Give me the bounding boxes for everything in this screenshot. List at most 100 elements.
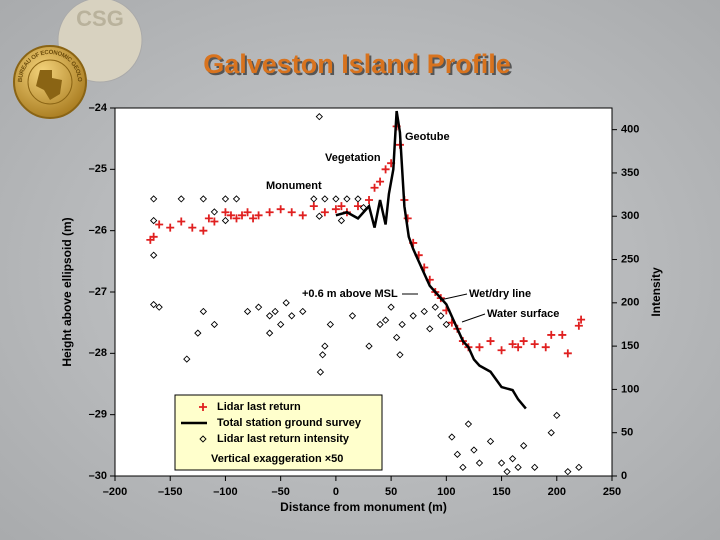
legend-label: Lidar last return intensity — [217, 433, 350, 445]
lidar-point — [199, 403, 207, 411]
x-tick-label: 200 — [548, 486, 566, 498]
lidar-point — [265, 208, 274, 217]
intensity-point — [243, 307, 252, 316]
intensity-point — [431, 303, 439, 311]
lidar-point — [309, 202, 318, 211]
annotation: Water surface — [487, 308, 559, 320]
intensity-point — [210, 320, 219, 329]
intensity-point — [332, 195, 340, 203]
survey-line — [335, 110, 527, 410]
intensity-point — [398, 320, 406, 329]
intensity-point — [310, 195, 318, 203]
lidar-point — [475, 343, 484, 352]
lidar-point — [238, 211, 247, 220]
intensity-point — [470, 446, 478, 454]
intensity-point — [315, 212, 323, 220]
y2-tick-label: 150 — [621, 340, 639, 352]
intensity-point — [321, 195, 329, 203]
lidar-point — [199, 226, 208, 235]
intensity-point — [321, 342, 329, 350]
intensity-point — [326, 320, 335, 329]
legend-label: Lidar last return — [217, 401, 301, 413]
leader-line — [461, 313, 486, 323]
intensity-point — [199, 195, 207, 203]
lidar-point — [370, 183, 379, 192]
intensity-point — [442, 320, 450, 329]
y-tick-label: –25 — [89, 163, 107, 175]
lidar-point — [298, 211, 307, 220]
lidar-point — [558, 330, 567, 339]
intensity-point — [299, 307, 307, 316]
intensity-point — [155, 303, 163, 311]
lidar-point — [287, 208, 296, 217]
lidar-point — [210, 217, 219, 226]
title-shadow: Galveston Island Profile — [205, 51, 513, 81]
intensity-point — [221, 216, 230, 225]
lidar-point — [519, 337, 528, 346]
intensity-point — [553, 411, 561, 420]
intensity-point — [282, 299, 290, 307]
logo: CSG BUREAU OF ECONOMIC GEOLOGY — [0, 0, 143, 119]
intensity-point — [150, 251, 158, 259]
legend-label: Total station ground survey — [217, 417, 362, 429]
intensity-point — [376, 320, 384, 329]
intensity-point — [420, 307, 428, 316]
intensity-point — [564, 468, 572, 476]
leader-line — [439, 293, 468, 301]
intensity-point — [316, 368, 325, 376]
intensity-point — [150, 195, 158, 203]
intensity-point — [354, 195, 362, 203]
annotation: Geotube — [405, 131, 450, 143]
intensity-point — [387, 303, 395, 311]
intensity-point — [183, 355, 191, 363]
intensity-point — [464, 420, 473, 428]
lidar-point — [331, 205, 340, 214]
lidar-point — [249, 214, 258, 223]
intensity-point — [199, 435, 207, 443]
lidar-point — [497, 346, 506, 355]
intensity-point — [381, 316, 390, 324]
x-tick-label: 150 — [492, 486, 510, 498]
y2-tick-label: 350 — [621, 167, 639, 179]
intensity-point — [359, 203, 368, 212]
x-tick-label: 250 — [603, 486, 621, 498]
x-tick-label: –200 — [103, 486, 127, 498]
legend-note: Vertical exaggeration ×50 — [211, 453, 343, 465]
lidar-point — [149, 232, 158, 241]
x-axis-label: Distance from monument (m) — [280, 500, 447, 514]
intensity-point — [503, 468, 511, 476]
y2-tick-label: 100 — [621, 383, 639, 395]
lidar-point — [508, 340, 517, 349]
lidar-point — [337, 202, 346, 211]
x-tick-label: –50 — [271, 486, 289, 498]
texas — [36, 70, 62, 100]
y2-tick-label: 300 — [621, 210, 639, 222]
y-tick-label: –24 — [89, 102, 108, 114]
y2-axis-label: Intensity — [649, 267, 663, 317]
intensity-point — [194, 329, 202, 337]
intensity-point — [210, 208, 219, 216]
intensity-point — [315, 113, 323, 121]
lidar-point — [226, 211, 235, 220]
y-tick-label: –27 — [89, 286, 107, 298]
y2-tick-label: 200 — [621, 297, 639, 309]
intensity-point — [232, 195, 241, 203]
y-axis-label: Height above ellipsoid (m) — [60, 217, 74, 366]
intensity-point — [277, 320, 285, 329]
annotation: Wet/dry line — [469, 288, 531, 300]
intensity-point — [150, 300, 158, 309]
intensity-point — [150, 216, 158, 225]
intensity-point — [486, 437, 495, 446]
intensity-point — [409, 312, 417, 320]
intensity-point — [365, 342, 373, 350]
intensity-point — [453, 450, 462, 458]
intensity-point — [348, 312, 357, 320]
lidar-point — [365, 196, 374, 204]
x-tick-label: –100 — [213, 486, 237, 498]
y2-tick-label: 0 — [621, 470, 627, 482]
intensity-point — [520, 442, 528, 450]
intensity-point — [337, 216, 346, 225]
intensity-point — [392, 333, 401, 342]
intensity-point — [514, 463, 522, 471]
intensity-point — [271, 307, 279, 316]
